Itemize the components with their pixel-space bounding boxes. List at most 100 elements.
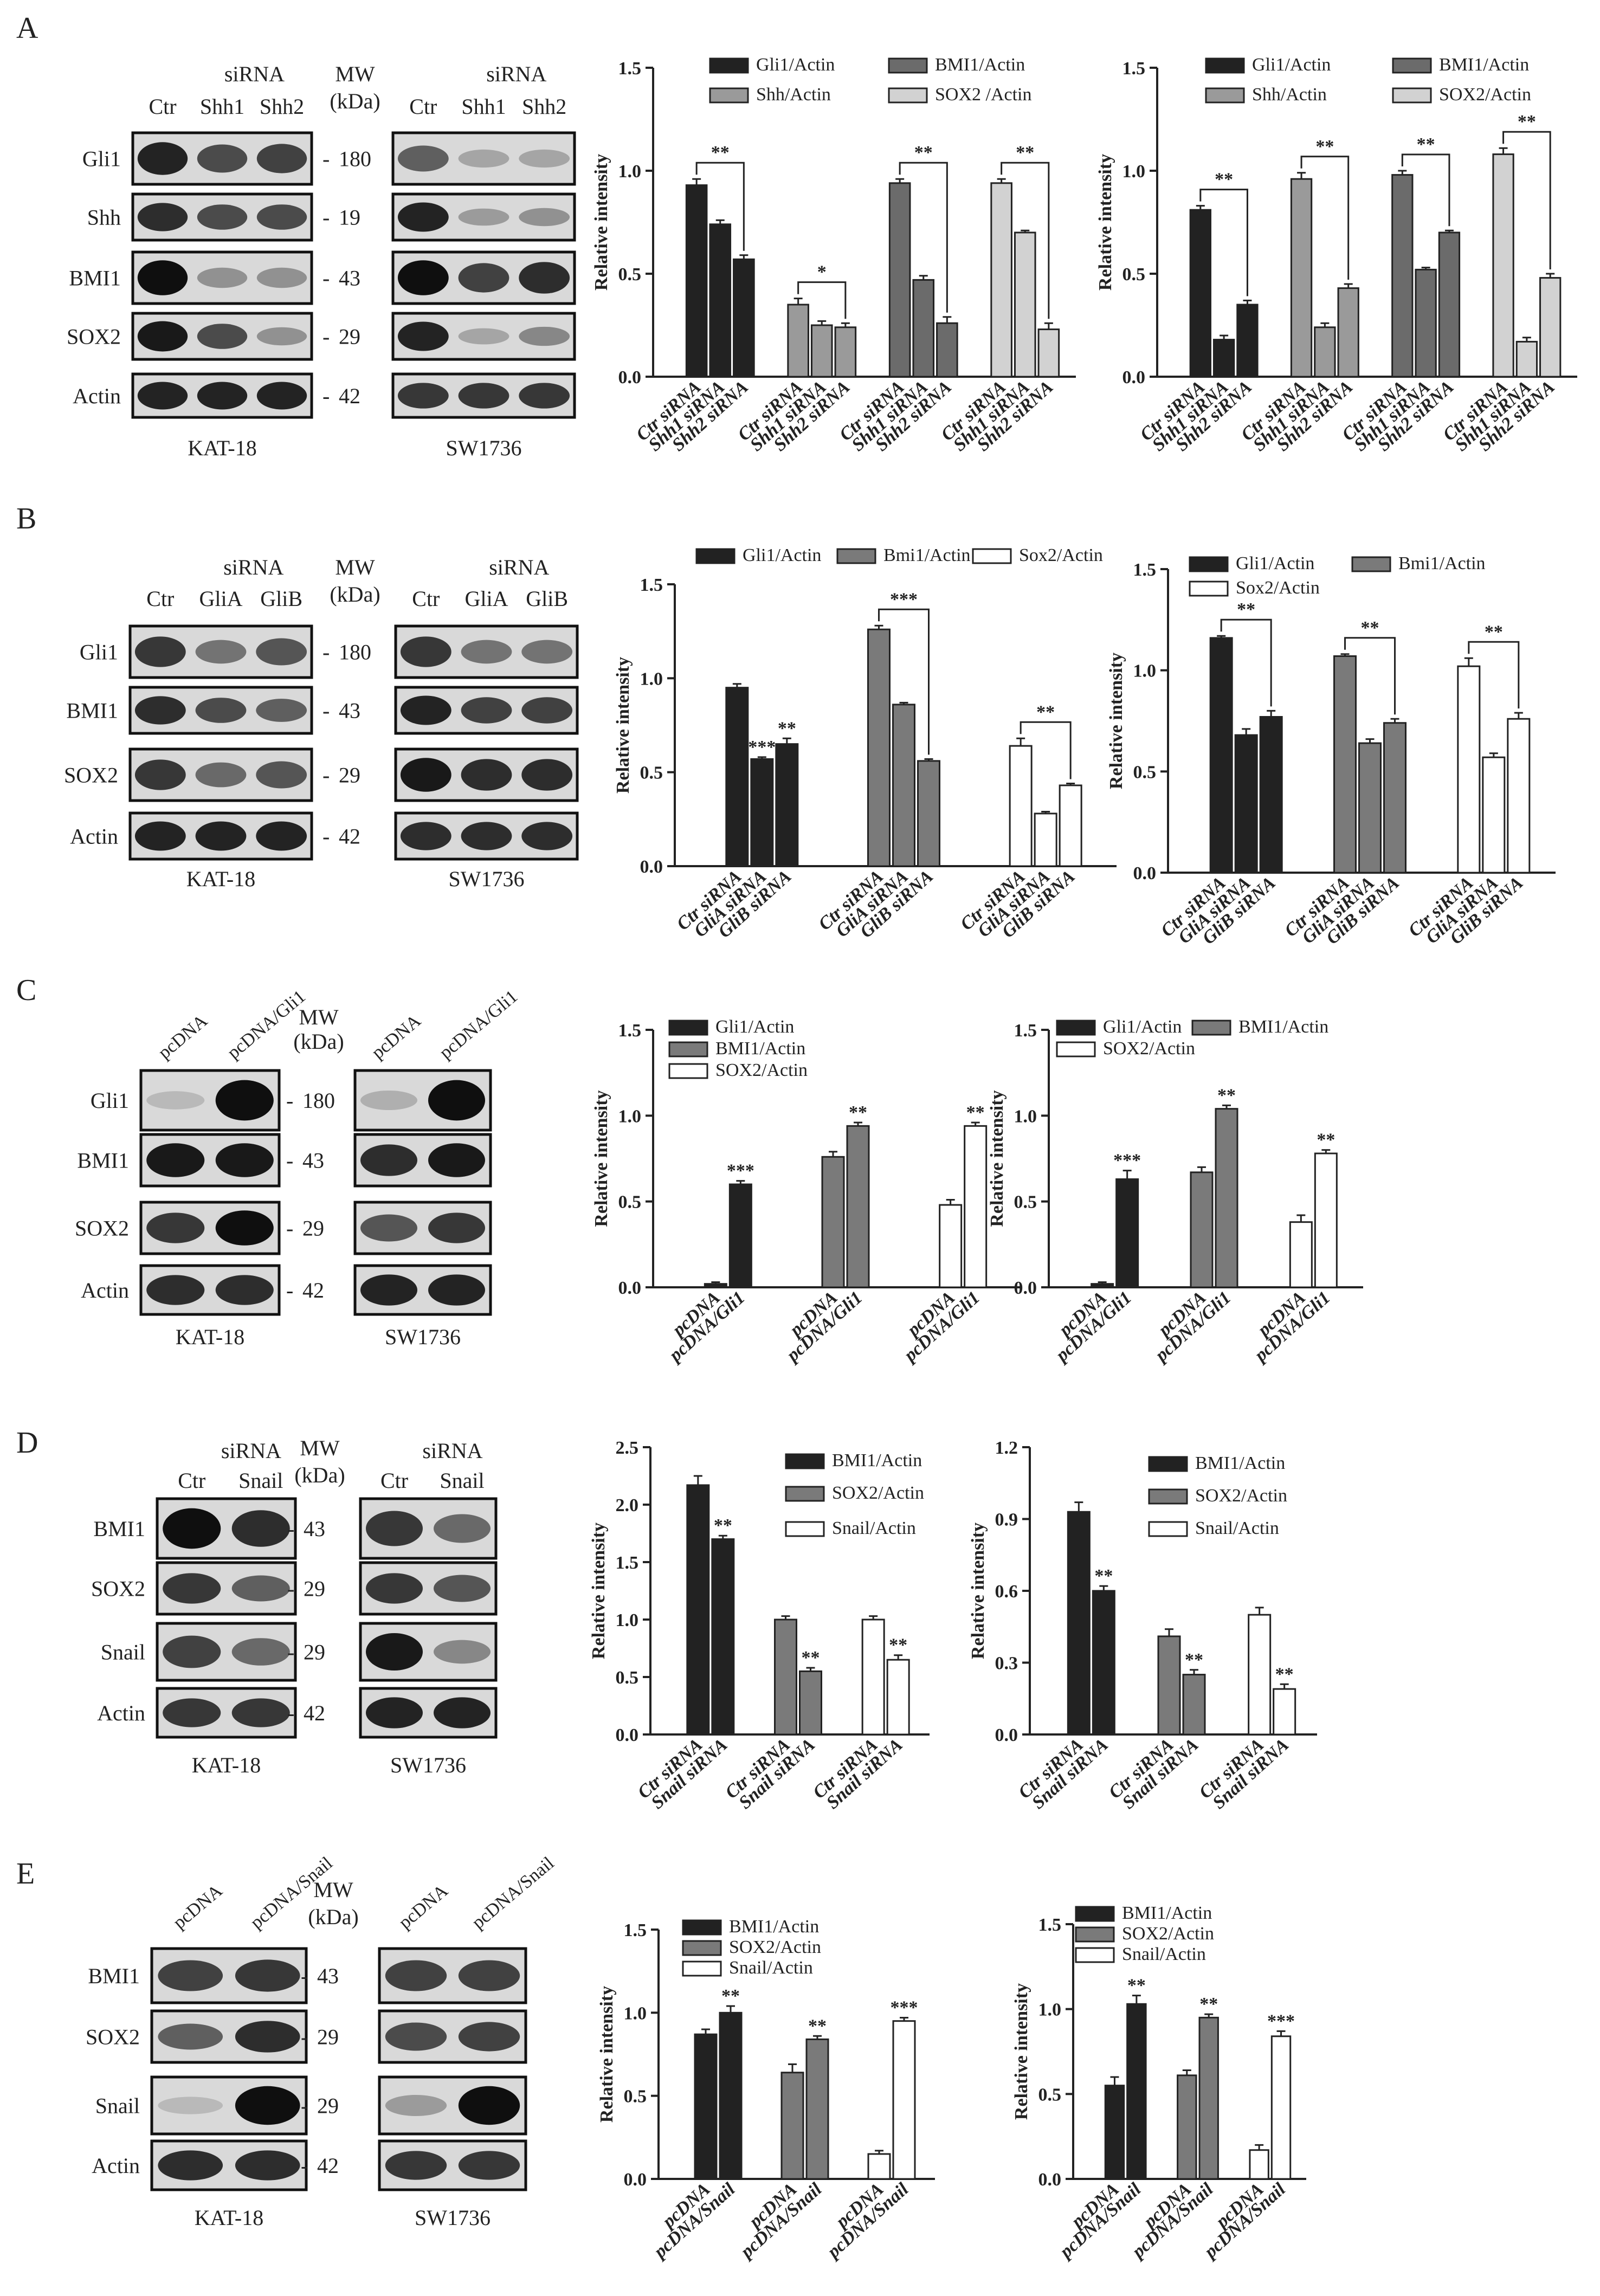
y-tick-label: 1.5	[1133, 560, 1157, 580]
significance-mark: **	[966, 1102, 985, 1123]
protein-label: SOX2	[86, 2025, 140, 2049]
y-tick-label: 0.0	[1133, 863, 1157, 883]
protein-label: Actin	[92, 2153, 140, 2178]
protein-label: Gli1	[91, 1088, 129, 1113]
protein-band	[360, 1214, 417, 1242]
mw-dash: -	[287, 1701, 294, 1725]
y-tick-label: 1.5	[616, 1553, 639, 1573]
protein-band	[400, 822, 451, 850]
legend-label: BMI1/Actin	[1195, 1453, 1285, 1473]
bar	[728, 1183, 752, 1288]
y-axis-label: Relative intensity	[1106, 653, 1126, 789]
legend-label: Bmi1/Actin	[883, 545, 971, 565]
bar	[1009, 745, 1033, 867]
legend-swatch	[1056, 1020, 1096, 1036]
mw-value: 29	[304, 1640, 325, 1665]
legend-label: Snail/Actin	[1122, 1944, 1206, 1964]
mw-dash: -	[286, 1278, 293, 1302]
y-tick-label: 1.2	[995, 1438, 1018, 1458]
protein-band	[428, 1274, 485, 1306]
bar	[1248, 1614, 1272, 1736]
bar	[704, 1283, 727, 1288]
protein-band	[461, 697, 512, 724]
legend-label: Snail/Actin	[832, 1518, 916, 1538]
y-axis-label: Relative intensity	[591, 154, 611, 291]
y-tick-label: 0.5	[1122, 265, 1146, 285]
protein-label: Snail	[101, 1640, 145, 1665]
legend-label: SOX2/Actin	[832, 1483, 924, 1503]
mw-dash: -	[322, 384, 330, 408]
significance-bracket	[1502, 131, 1551, 269]
lane-label: Ctr	[412, 586, 440, 611]
bar	[1157, 1635, 1181, 1736]
legend-swatch	[682, 1960, 722, 1977]
protein-band	[256, 638, 307, 666]
significance-bracket	[1001, 162, 1050, 319]
bar	[1189, 209, 1211, 378]
bar	[1259, 716, 1283, 874]
protein-label: Actin	[97, 1701, 145, 1725]
protein-band	[360, 1274, 417, 1306]
bar	[1177, 2074, 1197, 2180]
y-axis-label: Relative intensity	[1011, 1983, 1031, 2120]
protein-band	[428, 1143, 485, 1177]
bar	[1358, 742, 1382, 874]
protein-band	[366, 1573, 423, 1604]
bar	[861, 1618, 885, 1736]
bar	[1438, 231, 1461, 378]
protein-band	[134, 759, 186, 790]
protein-band	[461, 822, 512, 850]
significance-mark: **	[1518, 112, 1536, 132]
mw-unit-label: (kDa)	[308, 1905, 358, 1929]
y-tick-label: 0.5	[1038, 2085, 1062, 2105]
mw-value: 19	[339, 205, 360, 230]
cell-line-label: SW1736	[449, 867, 525, 891]
mw-value: 42	[339, 824, 360, 849]
protein-band	[434, 1640, 491, 1664]
bar	[936, 322, 958, 378]
bar	[892, 2020, 916, 2180]
protein-band	[461, 759, 512, 791]
protein-label: BMI1	[88, 1964, 140, 1988]
protein-band	[215, 1210, 274, 1246]
legend-label: Gli1/Actin	[756, 55, 835, 75]
legend-swatch	[972, 548, 1012, 564]
y-tick-label: 0.3	[995, 1654, 1018, 1674]
protein-label: Gli1	[80, 640, 118, 665]
bar	[1492, 153, 1514, 378]
mw-dash: -	[322, 699, 330, 723]
legend-label: Gli1/Actin	[1236, 553, 1314, 573]
y-tick-label: 0.0	[624, 2170, 647, 2190]
protein-band	[215, 1275, 274, 1305]
protein-band	[137, 142, 188, 175]
cell-line-label: SW1736	[415, 2205, 491, 2230]
significance-mark: **	[1185, 1650, 1203, 1670]
bar	[694, 2033, 718, 2180]
protein-label: Actin	[73, 384, 121, 408]
bar	[888, 182, 911, 378]
legend-swatch	[888, 87, 928, 104]
bar	[1104, 2085, 1125, 2180]
legend-swatch	[785, 1521, 825, 1537]
y-axis-label: Relative intensity	[987, 1090, 1007, 1227]
y-tick-label: 1.0	[618, 162, 642, 182]
bar	[750, 758, 774, 867]
protein-band	[197, 267, 248, 288]
y-tick-label: 0.5	[618, 1192, 642, 1213]
protein-band	[137, 203, 188, 231]
protein-band	[146, 1275, 205, 1305]
treatment-header: siRNA	[422, 1439, 482, 1463]
protein-band	[397, 383, 449, 409]
legend-swatch	[1075, 1906, 1115, 1922]
legend-label: BMI1/Actin	[832, 1450, 922, 1471]
panel-letter: A	[16, 11, 38, 45]
significance-bracket	[695, 162, 745, 251]
mw-dash: -	[301, 2094, 308, 2118]
mw-dash: -	[301, 2153, 308, 2178]
protein-band	[434, 1514, 491, 1543]
